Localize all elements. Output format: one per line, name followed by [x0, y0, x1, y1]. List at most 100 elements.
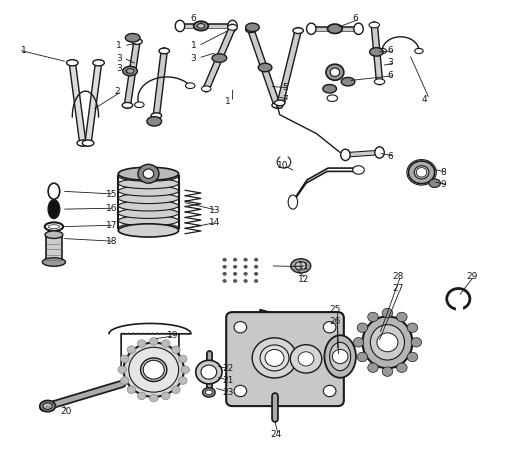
Ellipse shape [45, 231, 63, 238]
Ellipse shape [118, 178, 178, 189]
Ellipse shape [246, 23, 259, 32]
Circle shape [411, 338, 421, 347]
Circle shape [397, 312, 407, 322]
Text: 21: 21 [222, 376, 233, 385]
Ellipse shape [118, 186, 178, 196]
Text: 11: 11 [298, 262, 309, 271]
Ellipse shape [409, 161, 435, 184]
Ellipse shape [129, 347, 178, 392]
Ellipse shape [353, 166, 364, 174]
Ellipse shape [370, 324, 404, 360]
Ellipse shape [196, 360, 222, 384]
Ellipse shape [40, 400, 55, 412]
Circle shape [222, 272, 227, 276]
Circle shape [254, 265, 258, 269]
Ellipse shape [291, 259, 311, 273]
Ellipse shape [341, 149, 350, 161]
Ellipse shape [375, 147, 384, 158]
Circle shape [357, 352, 367, 361]
Ellipse shape [252, 338, 297, 378]
Circle shape [162, 392, 170, 399]
Ellipse shape [228, 20, 237, 32]
Circle shape [178, 355, 187, 362]
Circle shape [118, 366, 126, 373]
Circle shape [377, 333, 398, 352]
Circle shape [127, 386, 136, 393]
Ellipse shape [77, 140, 89, 146]
Circle shape [332, 350, 348, 363]
Text: 13: 13 [209, 206, 220, 215]
Ellipse shape [341, 77, 355, 86]
Circle shape [234, 322, 247, 333]
Text: 10: 10 [277, 161, 288, 170]
Text: 22: 22 [222, 364, 233, 373]
Ellipse shape [175, 20, 185, 32]
Circle shape [172, 386, 180, 393]
Ellipse shape [228, 25, 237, 30]
Circle shape [243, 258, 248, 262]
Text: 4: 4 [421, 95, 427, 104]
Text: 1: 1 [21, 46, 26, 55]
Text: 19: 19 [167, 331, 178, 340]
Circle shape [233, 265, 237, 269]
Ellipse shape [260, 345, 289, 371]
Circle shape [181, 366, 190, 373]
Circle shape [353, 338, 364, 347]
Circle shape [172, 346, 180, 353]
Text: 2: 2 [114, 86, 120, 95]
Ellipse shape [118, 171, 178, 181]
Ellipse shape [159, 48, 169, 54]
Ellipse shape [93, 60, 105, 66]
Circle shape [357, 323, 367, 332]
Ellipse shape [42, 258, 65, 266]
Text: 3: 3 [191, 54, 196, 63]
Ellipse shape [194, 21, 209, 31]
Circle shape [143, 169, 154, 179]
Ellipse shape [82, 140, 94, 146]
Ellipse shape [197, 24, 205, 28]
Text: 6: 6 [352, 14, 358, 23]
Ellipse shape [131, 38, 142, 44]
Ellipse shape [323, 85, 336, 93]
Circle shape [233, 272, 237, 276]
Ellipse shape [118, 193, 178, 204]
Ellipse shape [429, 179, 440, 188]
Ellipse shape [202, 86, 211, 92]
Circle shape [178, 377, 187, 384]
Ellipse shape [118, 223, 178, 233]
Ellipse shape [414, 48, 423, 54]
Ellipse shape [205, 390, 212, 395]
Text: 12: 12 [298, 275, 309, 284]
Ellipse shape [290, 345, 322, 373]
Text: 6: 6 [191, 14, 196, 23]
Ellipse shape [258, 63, 272, 72]
Text: 15: 15 [107, 190, 118, 199]
Ellipse shape [151, 113, 162, 118]
Circle shape [367, 312, 378, 322]
Ellipse shape [374, 79, 385, 85]
Text: 14: 14 [209, 218, 220, 227]
Ellipse shape [327, 95, 337, 102]
Circle shape [254, 272, 258, 276]
Ellipse shape [147, 116, 162, 126]
Circle shape [323, 385, 336, 397]
Ellipse shape [122, 103, 133, 108]
Ellipse shape [354, 23, 363, 35]
Ellipse shape [288, 195, 298, 209]
Circle shape [233, 258, 237, 262]
Circle shape [137, 392, 146, 399]
Ellipse shape [203, 388, 215, 397]
Ellipse shape [48, 183, 60, 199]
Circle shape [222, 265, 227, 269]
Circle shape [298, 352, 314, 366]
FancyBboxPatch shape [226, 312, 344, 406]
Ellipse shape [48, 225, 60, 228]
Text: 5: 5 [282, 83, 288, 92]
Ellipse shape [414, 166, 429, 179]
Text: 6: 6 [388, 47, 393, 56]
Circle shape [254, 258, 258, 262]
Ellipse shape [118, 167, 178, 180]
Ellipse shape [140, 358, 167, 381]
Circle shape [382, 367, 393, 376]
Ellipse shape [329, 342, 351, 370]
